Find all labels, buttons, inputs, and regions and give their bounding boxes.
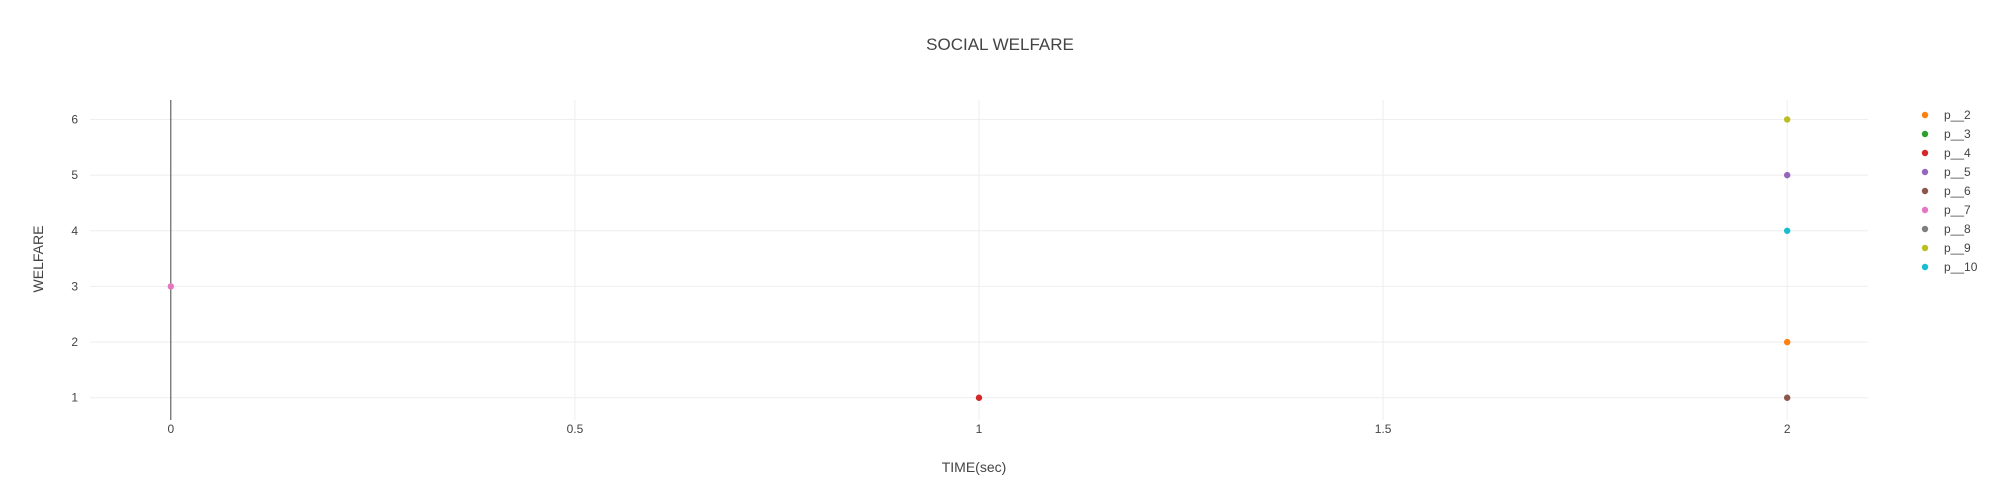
data-point-p--6[interactable] — [1783, 394, 1791, 401]
legend-label: p__9 — [1944, 241, 1971, 255]
legend-item[interactable]: p__4 — [1921, 146, 1971, 160]
data-point-p--4[interactable] — [975, 394, 983, 401]
data-point-p--5[interactable] — [1783, 171, 1791, 179]
legend-label: p__5 — [1944, 165, 1971, 179]
legend-item[interactable]: p__2 — [1921, 108, 1971, 122]
legend-marker — [1921, 111, 1929, 119]
legend-marker — [1921, 168, 1929, 176]
data-point-p--7[interactable] — [167, 283, 175, 290]
x-tick-label: 1.5 — [1375, 422, 1392, 436]
y-tick-label: 4 — [71, 224, 78, 238]
legend-item[interactable]: p__6 — [1921, 184, 1971, 198]
legend-label: p__8 — [1944, 222, 1971, 236]
x-tick-label: 1 — [976, 422, 983, 436]
legend-label: p__6 — [1944, 184, 1971, 198]
chart-title: SOCIAL WELFARE — [926, 35, 1074, 54]
points-layer — [167, 116, 1791, 401]
legend-label: p__4 — [1944, 146, 1971, 160]
y-tick-label: 2 — [71, 335, 78, 349]
y-tick-label: 3 — [71, 279, 78, 293]
data-point-p--9[interactable] — [1783, 116, 1791, 123]
legend-label: p__10 — [1944, 260, 1978, 274]
legend-marker — [1921, 130, 1929, 138]
x-tick-label: 0 — [167, 422, 174, 436]
grid-layer — [90, 100, 1868, 420]
legend-marker — [1921, 244, 1929, 252]
legend-marker — [1921, 149, 1929, 157]
legend[interactable]: p__2 p__3 p__4 p__5 p__6 p__7 p__8 p__9 p__10 — [1921, 108, 1978, 274]
legend-item[interactable]: p__10 — [1921, 260, 1978, 274]
legend-label: p__2 — [1944, 108, 1971, 122]
legend-marker — [1921, 187, 1929, 195]
legend-item[interactable]: p__9 — [1921, 241, 1971, 255]
x-tick-label: 2 — [1784, 422, 1791, 436]
y-axis-title: WELFARE — [30, 226, 46, 293]
y-tick-label: 1 — [71, 391, 78, 405]
legend-label: p__3 — [1944, 127, 1971, 141]
legend-marker — [1921, 206, 1929, 214]
x-tick-label: 0.5 — [567, 422, 584, 436]
y-tick-label: 5 — [71, 168, 78, 182]
legend-label: p__7 — [1944, 203, 1971, 217]
legend-marker — [1921, 263, 1929, 271]
legend-item[interactable]: p__5 — [1921, 165, 1971, 179]
axis-layer: 0 0.5 1 1.5 2 1 2 3 4 5 6 — [71, 100, 1791, 436]
data-point-p--2[interactable] — [1783, 338, 1791, 346]
legend-item[interactable]: p__3 — [1921, 127, 1971, 141]
legend-item[interactable]: p__8 — [1921, 222, 1971, 236]
data-point-p--10[interactable] — [1783, 227, 1791, 234]
legend-marker — [1921, 225, 1929, 233]
y-tick-label: 6 — [71, 112, 78, 126]
x-axis-title: TIME(sec) — [942, 459, 1007, 475]
legend-item[interactable]: p__7 — [1921, 203, 1971, 217]
